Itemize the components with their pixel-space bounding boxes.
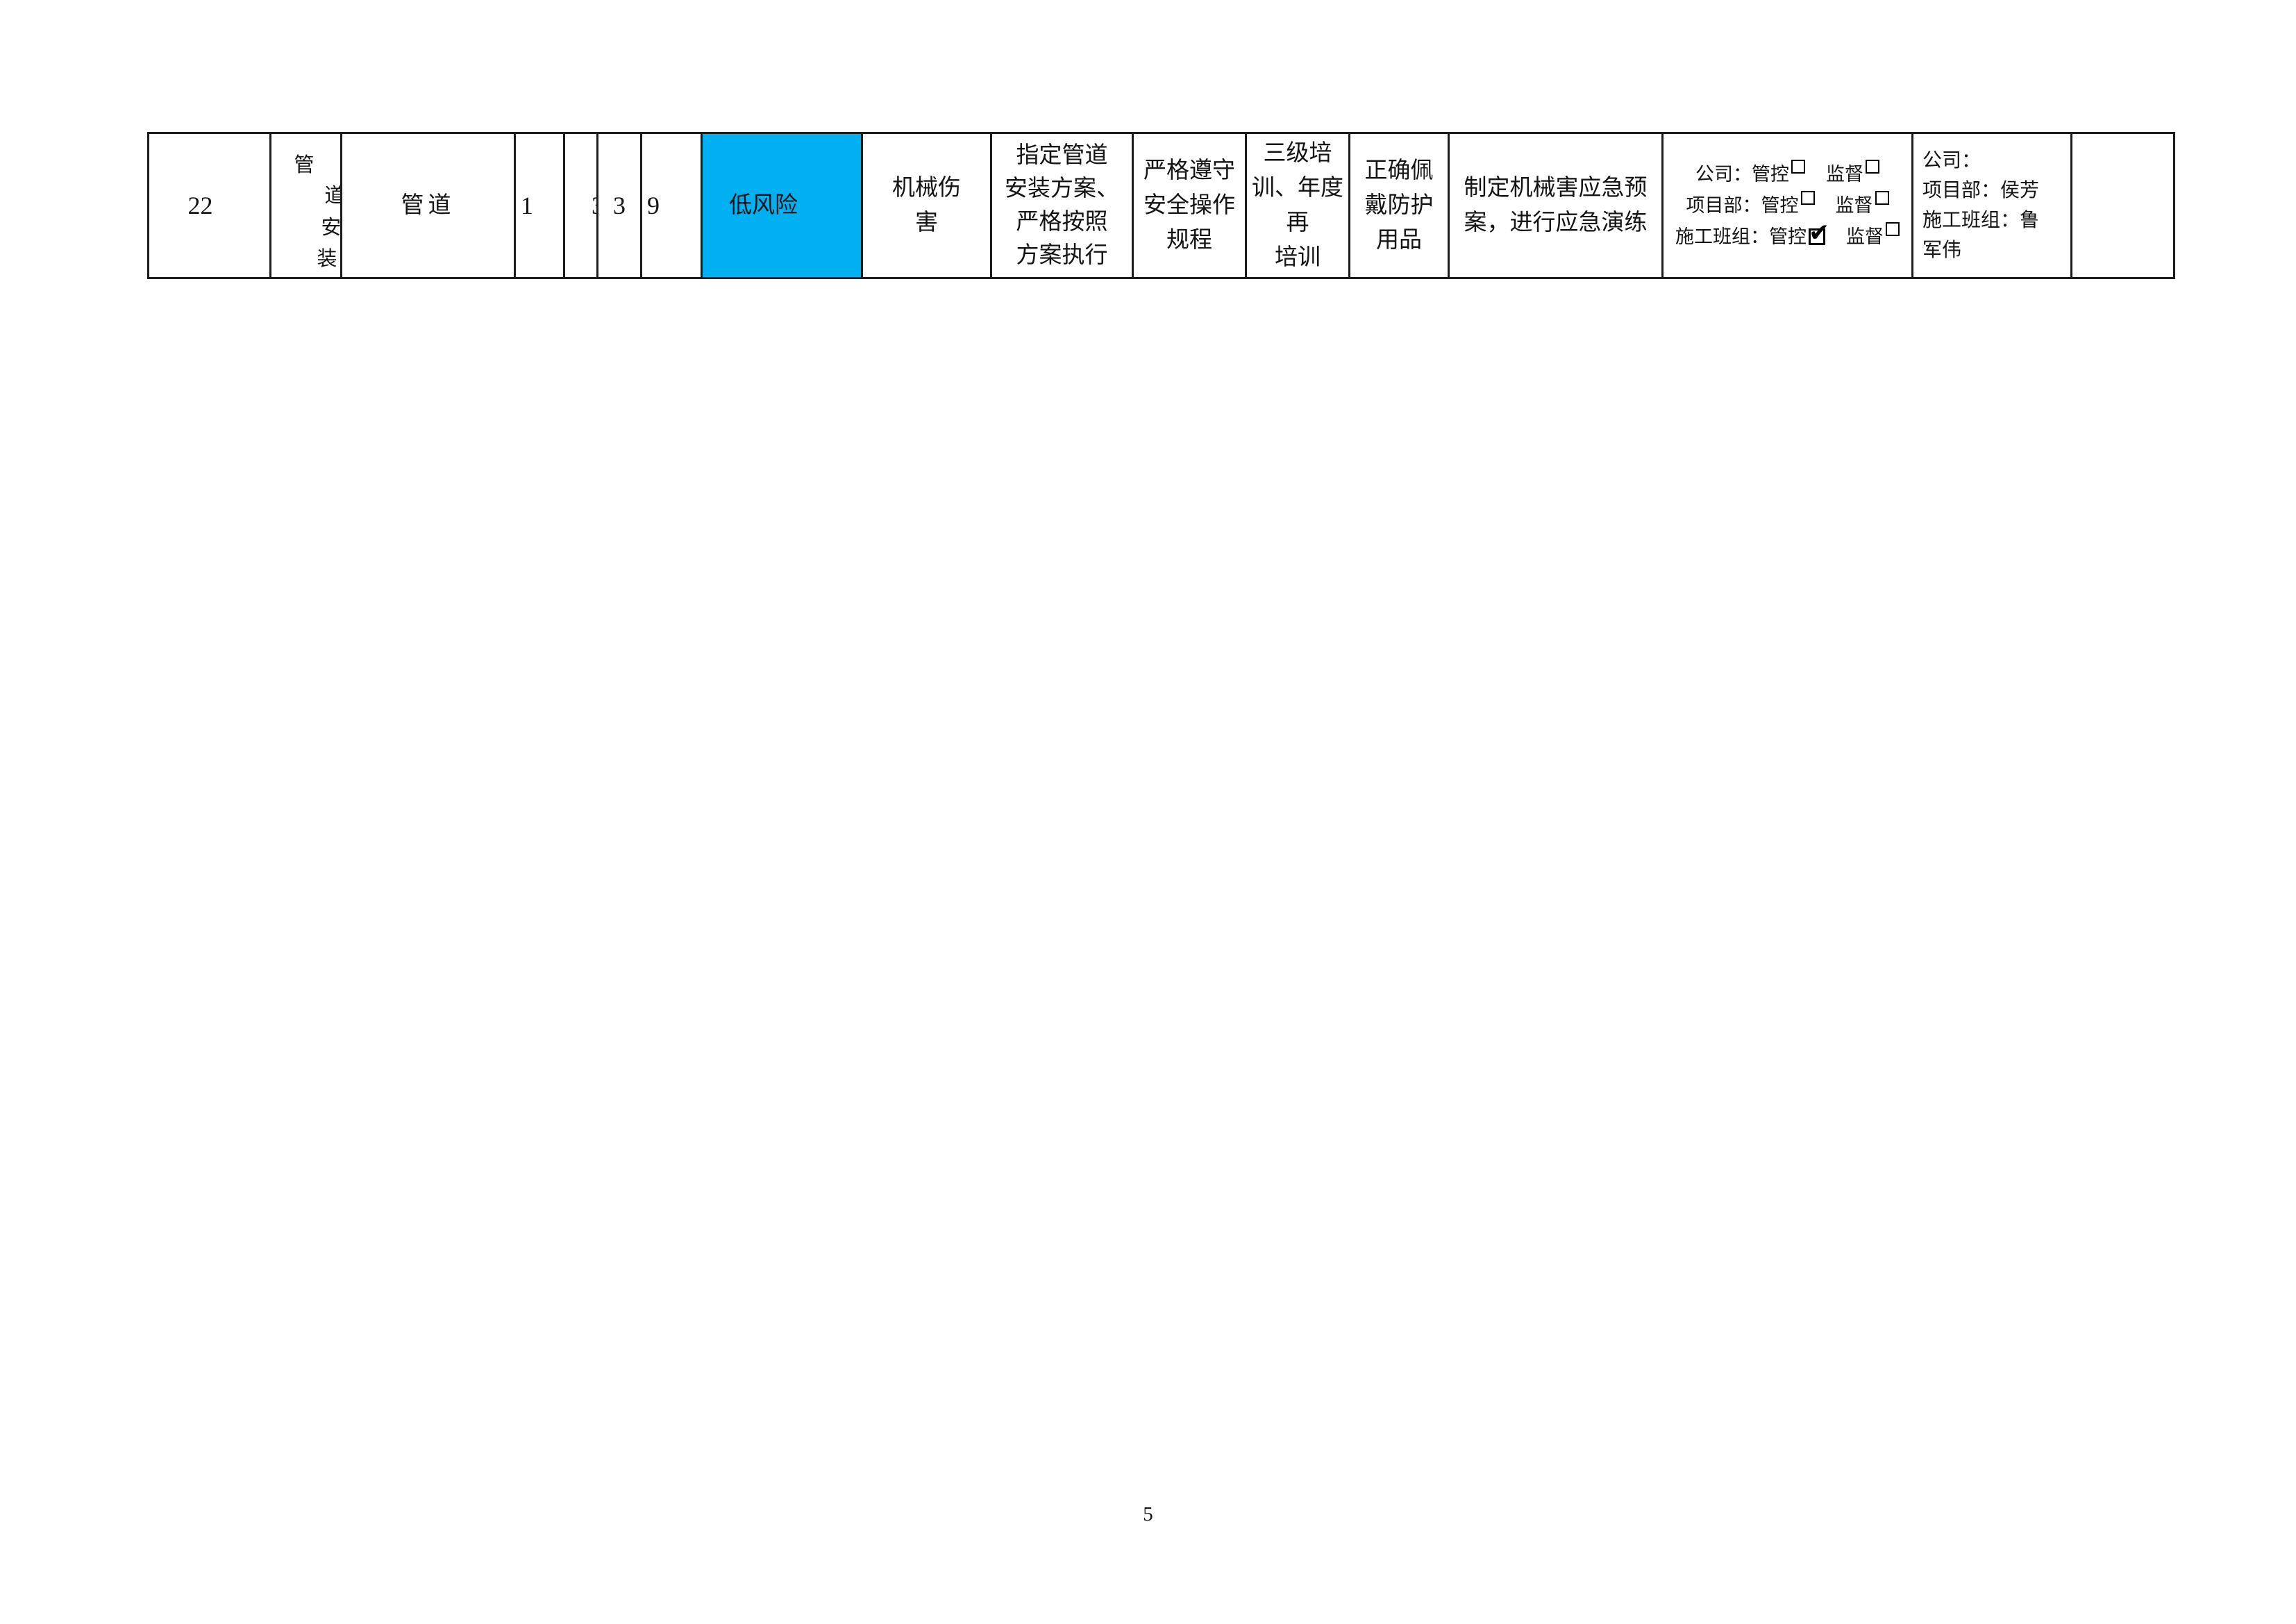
supervise-label: 监督 [1846, 226, 1884, 247]
risk-level-cell: 低风险 [701, 132, 863, 279]
lec-l-cell: 1 [514, 132, 565, 279]
text-line: 案，进行应急演练 [1464, 210, 1648, 235]
org-label: 项目部： [1686, 194, 1761, 216]
text-line: 培训 [1275, 245, 1321, 270]
text-line: 项目部：侯芳 [1922, 180, 2040, 201]
manage-label: 管控 [1769, 226, 1807, 247]
activity-char: 安 [321, 217, 342, 239]
text-line: 方案执行 [1016, 243, 1108, 268]
org-label: 公司： [1695, 163, 1752, 185]
text-line: 严格按照 [1016, 210, 1108, 235]
checkbox-icon[interactable] [1791, 159, 1805, 174]
row-number-cell: 22 [147, 132, 271, 279]
text-line: 严格遵守 [1143, 158, 1235, 183]
checkbox-icon[interactable] [1875, 190, 1889, 205]
activity-char: 装 [317, 248, 337, 270]
accident-type-cell: 机械伤 害 [861, 132, 992, 279]
ppe-measure-cell: 正确佩 戴防护 用品 [1348, 132, 1450, 279]
work-activity-cell: 管 道 安 装 [269, 132, 342, 279]
activity-char: 道 [324, 185, 339, 206]
text-line: 军伟 [1922, 240, 1962, 261]
org-label: 施工班组： [1675, 226, 1769, 247]
lec-c-cell: 3 [596, 132, 642, 279]
text-line: 规程 [1166, 228, 1212, 253]
training-measure-cell: 三级培 训、年度再 培训 [1245, 132, 1350, 279]
text-line: 安全操作 [1143, 193, 1235, 218]
activity-char: 管 [294, 154, 315, 176]
text-line: 施工班组：鲁 [1922, 210, 2040, 231]
responsible-person-cell: 公司： 项目部：侯芳 施工班组：鲁 军伟 [1911, 132, 2072, 279]
text-line: 三级培 [1263, 141, 1332, 166]
text-line: 机械伤 [892, 176, 961, 201]
text-line: 训、年度再 [1252, 176, 1343, 235]
supervise-label: 监督 [1835, 194, 1873, 216]
text-line: 制定机械害应急预 [1464, 176, 1648, 201]
lec-d-cell: 9 [640, 132, 703, 279]
text-line: 用品 [1376, 228, 1422, 253]
manage-label: 管控 [1752, 163, 1789, 185]
lec-e-cell: 3 [563, 132, 598, 279]
checkbox-icon[interactable] [1866, 159, 1879, 174]
remark-cell [2070, 132, 2175, 279]
checkbox-icon[interactable] [1800, 190, 1815, 205]
text-line: 指定管道 [1016, 143, 1108, 168]
clipped-digit: 3 [592, 188, 596, 223]
emergency-measure-cell: 制定机械害应急预 案，进行应急演练 [1448, 132, 1664, 279]
text-line: 戴防护 [1364, 193, 1434, 218]
checked-checkbox-icon[interactable] [1809, 221, 1829, 246]
supervise-label: 监督 [1826, 163, 1863, 185]
table-row: 22 管 道 安 装 管道 1 3 3 9 低风险 机械伤 害 指定管道 安装方… [147, 132, 2175, 279]
control-line-crew: 施工班组：管控 监督 [1665, 221, 1911, 253]
page-number: 5 [1143, 1503, 1153, 1525]
hazard-source-cell: 管道 [340, 132, 516, 279]
management-measure-cell: 严格遵守 安全操作 规程 [1132, 132, 1247, 279]
risk-assessment-table: 22 管 道 安 装 管道 1 3 3 9 低风险 机械伤 害 指定管道 安装方… [147, 132, 2175, 279]
manage-label: 管控 [1761, 194, 1799, 216]
text-line: 公司： [1922, 150, 1981, 171]
text-line: 正确佩 [1364, 158, 1434, 183]
control-line-company: 公司：管控 监督 [1665, 159, 1911, 190]
checkbox-icon[interactable] [1886, 221, 1900, 236]
engineering-measure-cell: 指定管道 安装方案、 严格按照 方案执行 [990, 132, 1134, 279]
text-line: 安装方案、 [1005, 176, 1119, 201]
control-line-project: 项目部：管控 监督 [1665, 190, 1911, 221]
text-line: 害 [915, 210, 938, 235]
